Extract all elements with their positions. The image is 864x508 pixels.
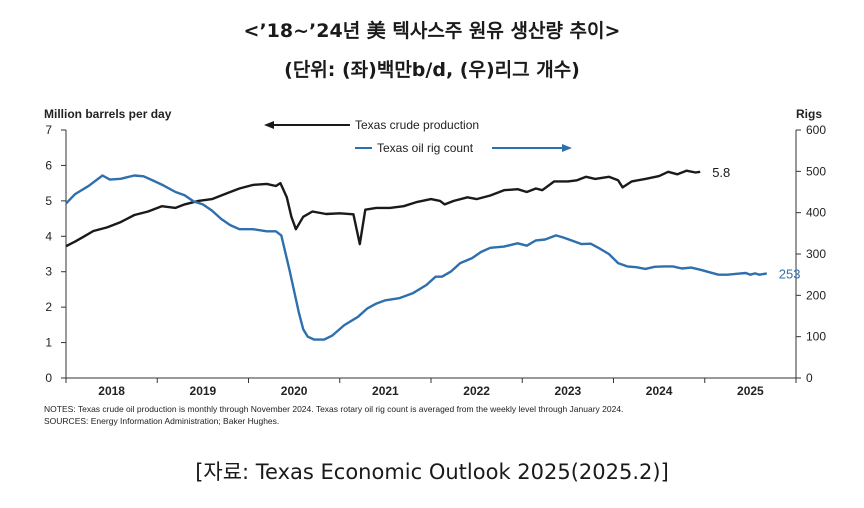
legend-rig-arrowhead xyxy=(562,144,572,152)
right-tick-label: 300 xyxy=(806,247,826,261)
right-axis-title: Rigs xyxy=(796,107,822,121)
right-tick-label: 200 xyxy=(806,288,826,302)
x-tick-label: 2019 xyxy=(190,384,217,398)
x-tick-label: 2022 xyxy=(463,384,490,398)
left-tick-label: 5 xyxy=(45,194,52,208)
chart-title: <’18~’24년 美 텍사스주 원유 생산량 추이> xyxy=(243,20,621,42)
rig-count-end-label: 253 xyxy=(779,266,801,281)
legend-production-label: Texas crude production xyxy=(355,118,479,132)
right-tick-label: 400 xyxy=(806,206,826,220)
left-tick-label: 6 xyxy=(45,158,52,172)
source-caption: [자료: Texas Economic Outlook 2025(2025.2)… xyxy=(195,460,669,484)
chart-sources: SOURCES: Energy Information Administrati… xyxy=(44,416,279,426)
chart-unit-subtitle: (단위: (좌)백만b/d, (우)리그 개수) xyxy=(284,59,580,81)
left-tick-label: 4 xyxy=(45,229,52,243)
left-tick-label: 1 xyxy=(45,336,52,350)
right-tick-label: 600 xyxy=(806,123,826,137)
production-line xyxy=(65,169,701,248)
left-tick-label: 7 xyxy=(45,123,52,137)
x-tick-label: 2025 xyxy=(737,384,764,398)
left-tick-label: 3 xyxy=(45,265,52,279)
production-end-label: 5.8 xyxy=(712,165,730,180)
legend-rig-label: Texas oil rig count xyxy=(377,141,474,155)
chart-notes: NOTES: Texas crude oil production is mon… xyxy=(44,404,623,414)
right-tick-label: 500 xyxy=(806,164,826,178)
left-axis-title: Million barrels per day xyxy=(44,107,172,121)
x-tick-label: 2020 xyxy=(281,384,308,398)
left-tick-label: 2 xyxy=(45,300,52,314)
rig-count-line xyxy=(65,174,768,341)
left-tick-label: 0 xyxy=(45,371,52,385)
right-tick-label: 100 xyxy=(806,330,826,344)
right-tick-label: 0 xyxy=(806,371,813,385)
legend-production-arrowhead xyxy=(264,121,274,129)
x-tick-label: 2023 xyxy=(555,384,582,398)
x-tick-label: 2024 xyxy=(646,384,673,398)
x-tick-label: 2018 xyxy=(98,384,125,398)
chart-svg: 0 1 2 3 4 5 6 7 0 100 200 300 400 500 600 2018 2019 2020 2… xyxy=(44,107,826,426)
x-tick-label: 2021 xyxy=(372,384,399,398)
